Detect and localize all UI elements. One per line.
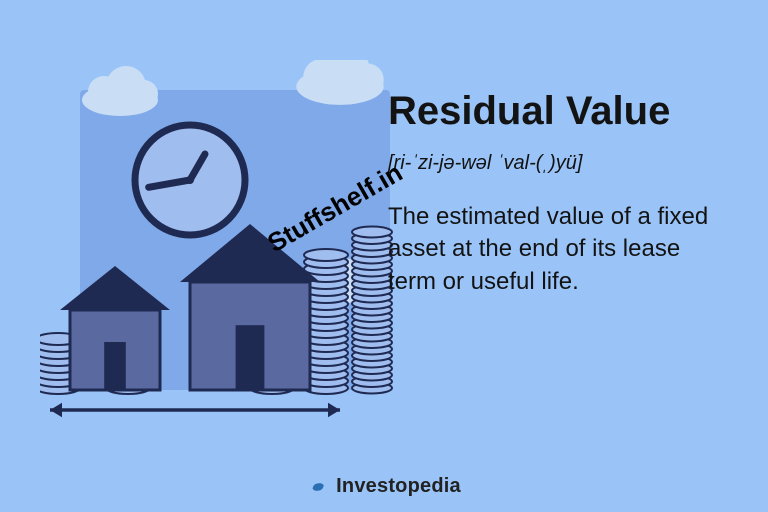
brand-logo-icon — [307, 476, 329, 498]
content-column: Residual Value [ri-ˈzi-jə-wəl ˈval-(ˌ)yü… — [388, 90, 718, 298]
pronunciation: [ri-ˈzi-jə-wəl ˈval-(ˌ)yü] — [388, 152, 718, 175]
brand-footer: Investopedia — [307, 475, 461, 498]
illustration-scene — [40, 60, 400, 440]
brand-name: Investopedia — [336, 475, 461, 498]
infographic-canvas: Residual Value [ri-ˈzi-jə-wəl ˈval-(ˌ)yü… — [0, 0, 768, 512]
term-title: Residual Value — [388, 90, 718, 132]
definition-text: The estimated value of a fixed asset at … — [388, 201, 718, 298]
